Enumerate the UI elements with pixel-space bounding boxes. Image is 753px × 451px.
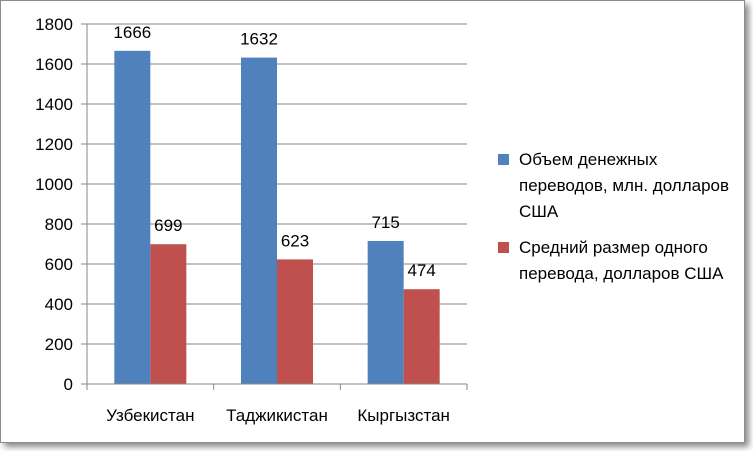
data-label: 623 [281, 231, 309, 250]
legend: Объем денежных переводов, млн. долларов … [498, 147, 743, 297]
y-tick-label: 600 [45, 255, 73, 274]
data-label: 699 [154, 216, 182, 235]
y-tick-label: 200 [45, 335, 73, 354]
legend-item-series-2: Средний размер одного перевода, долларов… [498, 235, 743, 287]
bar-chart: 0 200 400 600 800 1000 1200 1400 1600 1800 Узбеки… [35, 15, 468, 425]
axes [86, 24, 468, 390]
y-tick-label: 800 [45, 215, 73, 234]
data-label: 474 [407, 261, 435, 280]
category-label: Кыргызстан [357, 406, 450, 425]
bar-1-2 [241, 57, 277, 384]
legend-label-series-1: Объем денежных переводов, млн. долларов … [519, 150, 730, 221]
y-tick-label: 1600 [35, 55, 73, 74]
chart-frame: 0 200 400 600 800 1000 1200 1400 1600 1800 Узбеки… [0, 0, 745, 443]
bars [114, 50, 440, 385]
bar-1-3 [367, 241, 404, 384]
legend-item-series-1: Объем денежных переводов, млн. долларов … [498, 147, 743, 225]
bar-1-1 [114, 50, 151, 385]
category-label: Узбекистан [106, 406, 194, 425]
y-tick-label: 400 [45, 295, 73, 314]
category-labels: Узбекистан Таджикистан Кыргызстан [106, 406, 450, 425]
category-label: Таджикистан [226, 406, 328, 425]
y-tick-label: 1400 [35, 95, 73, 114]
data-label: 1666 [113, 23, 151, 42]
y-tick-labels: 0 200 400 600 800 1000 1200 1400 1600 1800 [35, 15, 73, 394]
bar-2-3 [403, 289, 440, 384]
bar-2-2 [277, 259, 313, 384]
y-tick-label: 1000 [35, 175, 73, 194]
data-labels: 1666 699 1632 623 715 474 [113, 23, 435, 280]
y-tick-label: 0 [64, 375, 73, 394]
data-label: 715 [371, 213, 399, 232]
bar-2-1 [150, 244, 187, 384]
data-label: 1632 [240, 30, 278, 49]
legend-label-series-2: Средний размер одного перевода, долларов… [519, 238, 724, 283]
y-tick-label: 1200 [35, 135, 73, 154]
legend-swatch-series-1 [498, 154, 509, 165]
legend-swatch-series-2 [498, 242, 509, 253]
y-tick-label: 1800 [35, 15, 73, 34]
